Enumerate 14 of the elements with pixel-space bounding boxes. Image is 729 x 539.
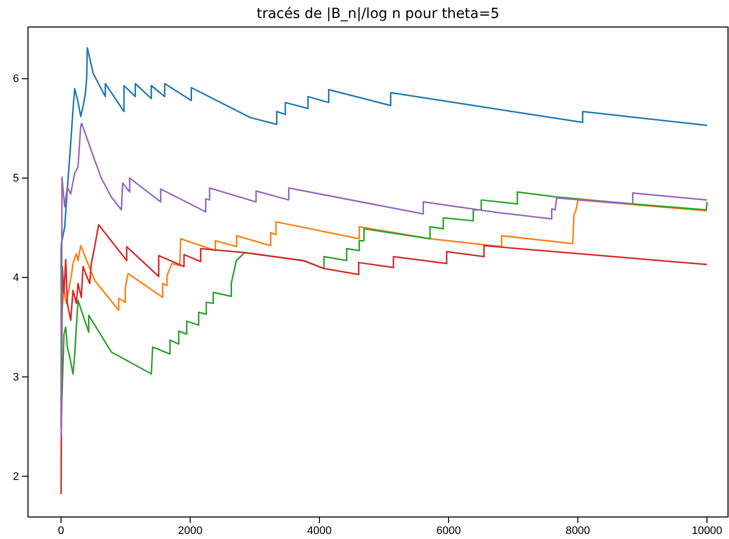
x-tick-label: 6000 <box>436 524 461 537</box>
x-tick-label: 0 <box>58 524 64 537</box>
y-tick-label: 5 <box>12 172 19 185</box>
x-tick-label: 10000 <box>692 524 722 537</box>
x-tick-label: 2000 <box>178 524 202 537</box>
y-tick-label: 4 <box>12 272 19 284</box>
x-tick-label: 8000 <box>566 524 590 537</box>
y-tick-label: 3 <box>12 371 19 384</box>
x-tick-label: 4000 <box>307 524 332 537</box>
y-tick-label: 2 <box>12 470 19 483</box>
line-series <box>60 224 708 495</box>
y-tick-label: 6 <box>12 73 19 86</box>
line-series <box>60 122 708 438</box>
chart-title: tracés de |B_n|/log n pour theta=5 <box>256 6 500 22</box>
